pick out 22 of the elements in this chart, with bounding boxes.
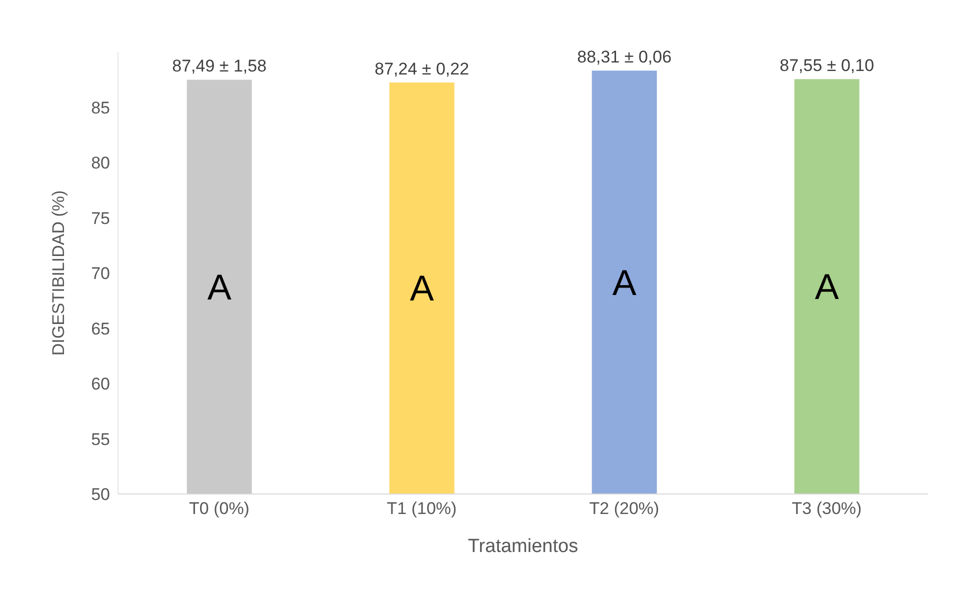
data-label: 87,55 ± 0,10: [780, 56, 874, 76]
y-tick-label: 60: [91, 374, 110, 394]
x-tick-label: T2 (20%): [589, 499, 660, 518]
x-tick-label: T0 (0%): [189, 499, 250, 518]
y-tick-label: 50: [91, 485, 110, 504]
annotation: A: [410, 268, 434, 309]
x-tick-label: T1 (10%): [386, 499, 457, 518]
y-tick-label: 55: [91, 430, 110, 449]
y-tick-label: 65: [91, 319, 110, 338]
data-label: 87,49 ± 1,58: [172, 56, 267, 76]
y-tick-label: 75: [91, 208, 110, 228]
x-axis-title: Tratamientos: [468, 536, 578, 557]
y-tick-label: 80: [91, 154, 110, 173]
annotation: A: [207, 266, 232, 308]
annotation: A: [814, 266, 839, 308]
data-label: 87,24 ± 0,22: [374, 60, 470, 78]
x-tick-label: T3 (30%): [792, 499, 862, 518]
y-axis-title: DIGESTIBILIDAD (%): [49, 190, 68, 356]
y-tick-label: 85: [91, 98, 110, 118]
annotation: A: [612, 262, 636, 303]
data-label: 88,31 ± 0,06: [577, 48, 672, 67]
y-tick-label: 70: [91, 264, 110, 284]
